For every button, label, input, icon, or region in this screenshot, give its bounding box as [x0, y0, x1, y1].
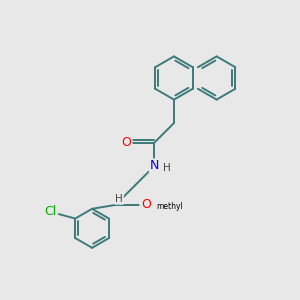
Text: N: N — [150, 159, 159, 172]
Text: H: H — [115, 194, 123, 204]
Text: H: H — [163, 163, 171, 173]
Text: O: O — [141, 198, 150, 212]
Text: methyl: methyl — [156, 202, 183, 211]
Text: Cl: Cl — [44, 205, 56, 218]
Text: methyl: methyl — [0, 299, 1, 300]
Text: O: O — [122, 136, 131, 149]
Text: methyl: methyl — [0, 299, 1, 300]
Text: O: O — [142, 198, 151, 212]
